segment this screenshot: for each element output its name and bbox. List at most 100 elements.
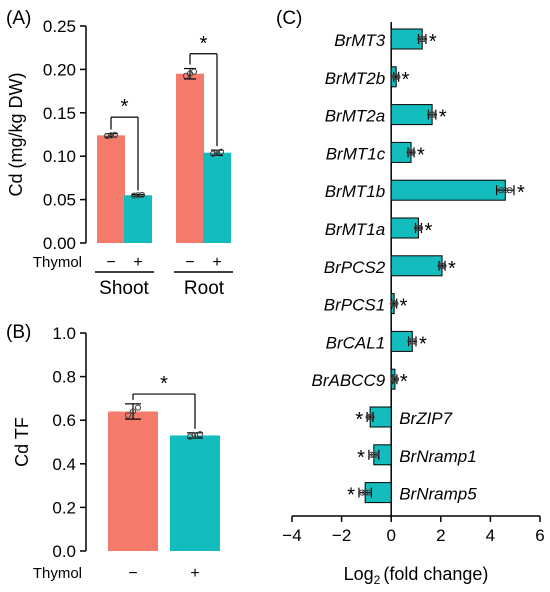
replicate-point [107, 132, 115, 139]
x-tick-label: 0 [386, 526, 395, 545]
replicate-point [130, 192, 138, 199]
panel-label: (C) [276, 8, 302, 29]
replicate-point [416, 224, 424, 232]
replicate-point [358, 489, 366, 496]
y-tick-label: 0.0 [52, 542, 76, 561]
replicate-point [409, 338, 416, 345]
error-bar [184, 67, 196, 80]
gene-label: BrMT2b [325, 69, 385, 88]
panel-a: (A) 0.00 0.05 0.10 0.15 0.20 0.25 Cd (mg/kg DW)… [6, 8, 233, 299]
replicate-point [370, 451, 377, 458]
x-tick-label: −4 [282, 526, 301, 545]
y-tick-label: 0.4 [52, 455, 76, 474]
error-bar [496, 185, 515, 196]
bar [390, 179, 506, 201]
replicate-point [134, 404, 142, 411]
bar [124, 195, 152, 243]
gene-label: BrCAL1 [326, 333, 386, 352]
replicate-point [362, 489, 369, 496]
significance-star: * [417, 144, 425, 166]
gene-label: BrMT3 [334, 31, 386, 50]
significance-star: * [357, 447, 365, 469]
replicate-point [134, 192, 142, 199]
treatment-mark: − [185, 254, 194, 271]
replicate-point [103, 132, 111, 140]
y-tick-label: 0.8 [52, 368, 76, 387]
significance-star: * [402, 69, 410, 91]
replicate-point [190, 68, 198, 75]
significance-star: * [439, 107, 447, 129]
panel-b: (B) 0.0 0.2 0.4 0.6 0.8 1.0 Cd TF * Thymol − + [6, 322, 220, 582]
replicate-point [209, 150, 217, 157]
bar [176, 73, 204, 244]
gene-label: BrNramp5 [399, 485, 477, 504]
y-tick-label: 0.25 [43, 17, 76, 36]
bar [203, 152, 231, 243]
panel-label: (A) [6, 8, 31, 29]
gene-label: BrMT2a [325, 107, 385, 126]
x-axis-label-rest: (fold change) [383, 564, 488, 584]
y-axis-label: Cd TF [12, 417, 32, 467]
group-label: Root [184, 278, 225, 299]
significance-star: * [419, 333, 427, 355]
significance-bracket [189, 53, 218, 147]
replicate-point [427, 111, 434, 118]
replicate-point [420, 35, 428, 43]
x-tick-label: 4 [486, 526, 495, 545]
replicate-point [411, 338, 418, 345]
y-tick-label: 0.10 [43, 147, 76, 166]
significance-star: * [355, 409, 363, 431]
treatment-mark: + [133, 254, 142, 271]
gene-label: BrPCS1 [324, 296, 385, 315]
panel-label: (B) [6, 322, 31, 343]
error-bar [125, 403, 141, 420]
significance-star: * [517, 182, 525, 204]
significance-bracket [110, 116, 139, 191]
x-tick-label: −2 [332, 526, 351, 545]
y-axis-label: Cd (mg/kg DW) [6, 72, 26, 196]
replicate-point [407, 338, 414, 345]
error-bar [132, 193, 144, 197]
bar [170, 435, 220, 551]
treatment-mark: − [128, 565, 137, 582]
replicate-point [506, 187, 513, 194]
gene-label: BrMT1b [325, 182, 385, 201]
treatment-mark: − [106, 254, 115, 271]
replicate-point [368, 413, 375, 421]
treatment-mark: + [212, 254, 221, 271]
replicate-point [392, 300, 399, 307]
significance-star: * [448, 258, 456, 280]
replicate-point [392, 376, 400, 383]
significance-star: * [429, 31, 437, 53]
replicate-point [502, 187, 509, 194]
y-tick-label: 0.6 [52, 411, 76, 430]
significance-star: * [200, 33, 208, 55]
gene-label: BrNramp1 [399, 447, 476, 466]
replicate-point [196, 431, 204, 438]
replicate-point [124, 412, 132, 419]
treatment-label: Thymol [33, 254, 82, 271]
treatment-label: Thymol [33, 565, 82, 582]
replicate-point [429, 111, 436, 118]
significance-star: * [400, 371, 408, 393]
x-axis-label-main: Log [344, 564, 374, 584]
y-tick-label: 0.20 [43, 60, 76, 79]
x-axis-label-subscript: 2 [374, 573, 381, 587]
y-tick-label: 1.0 [52, 324, 76, 343]
replicate-point [365, 489, 372, 496]
replicate-point [417, 35, 424, 43]
significance-star: * [347, 485, 355, 507]
bar [390, 104, 433, 126]
bar [390, 255, 443, 277]
replicate-point [497, 187, 505, 194]
x-tick-label: 2 [436, 526, 445, 545]
x-tick-label: 6 [535, 526, 544, 545]
replicate-point [373, 451, 380, 458]
y-tick-label: 0.2 [52, 498, 76, 517]
significance-star: * [424, 220, 432, 242]
group-label: Shoot [99, 278, 149, 299]
significance-star: * [121, 96, 129, 118]
replicate-point [430, 111, 438, 118]
